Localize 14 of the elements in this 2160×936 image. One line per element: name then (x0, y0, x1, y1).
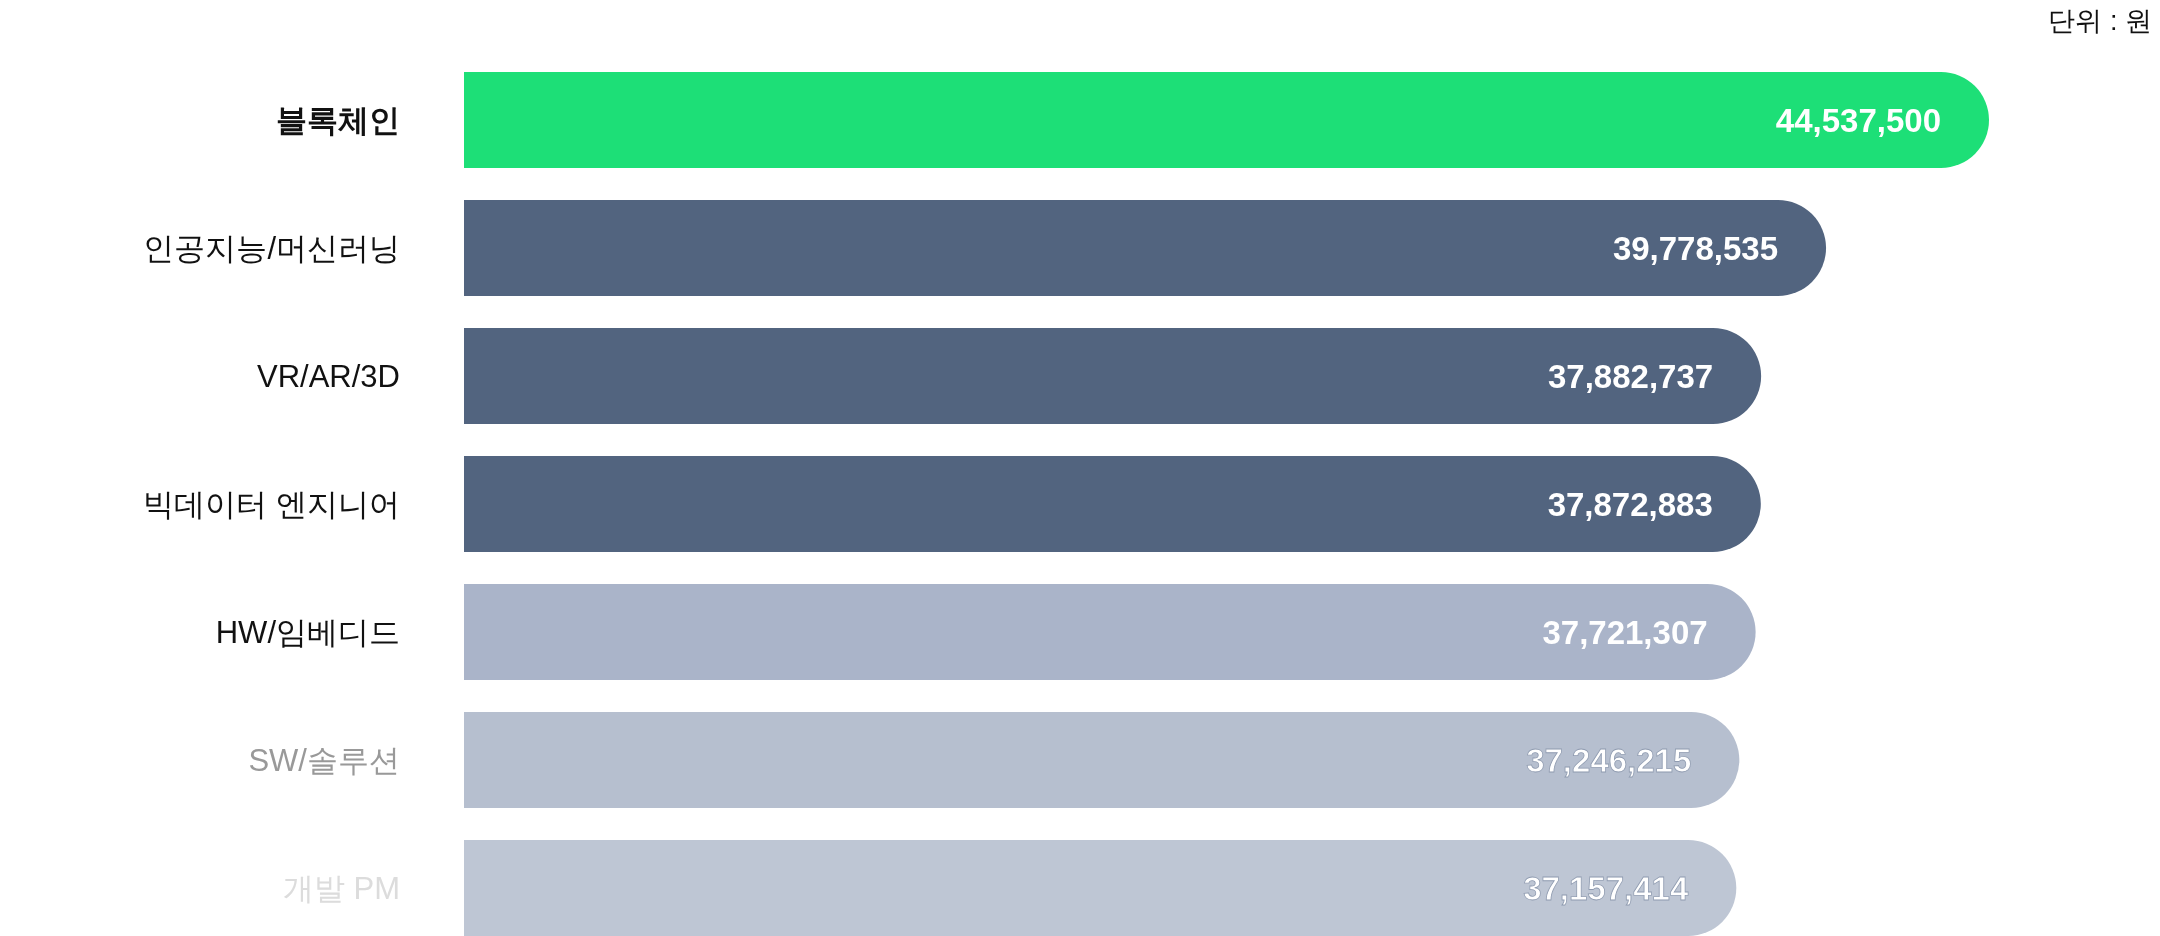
data-label: 37,882,737 (1547, 357, 1714, 395)
y-tick-label: 빅데이터 엔지니어 (143, 486, 400, 522)
data-label: 37,246,215 (1526, 741, 1692, 779)
data-label: 37,157,414 (1523, 869, 1689, 907)
y-tick-label: SW/솔루션 (248, 742, 400, 778)
data-label: 37,872,883 (1547, 485, 1713, 523)
y-tick-label: VR/AR/3D (257, 358, 400, 394)
text: 단위 : 원 (2048, 6, 2152, 36)
data-label: 44,537,500 (1775, 101, 1941, 139)
data-label: 39,778,535 (1612, 229, 1779, 267)
y-tick-label: HW/임베디드 (215, 614, 400, 650)
y-tick-label: 인공지능/머신러닝 (143, 230, 400, 266)
data-label: 37,721,307 (1542, 613, 1708, 651)
y-tick-label: 블록체인 (276, 102, 400, 138)
